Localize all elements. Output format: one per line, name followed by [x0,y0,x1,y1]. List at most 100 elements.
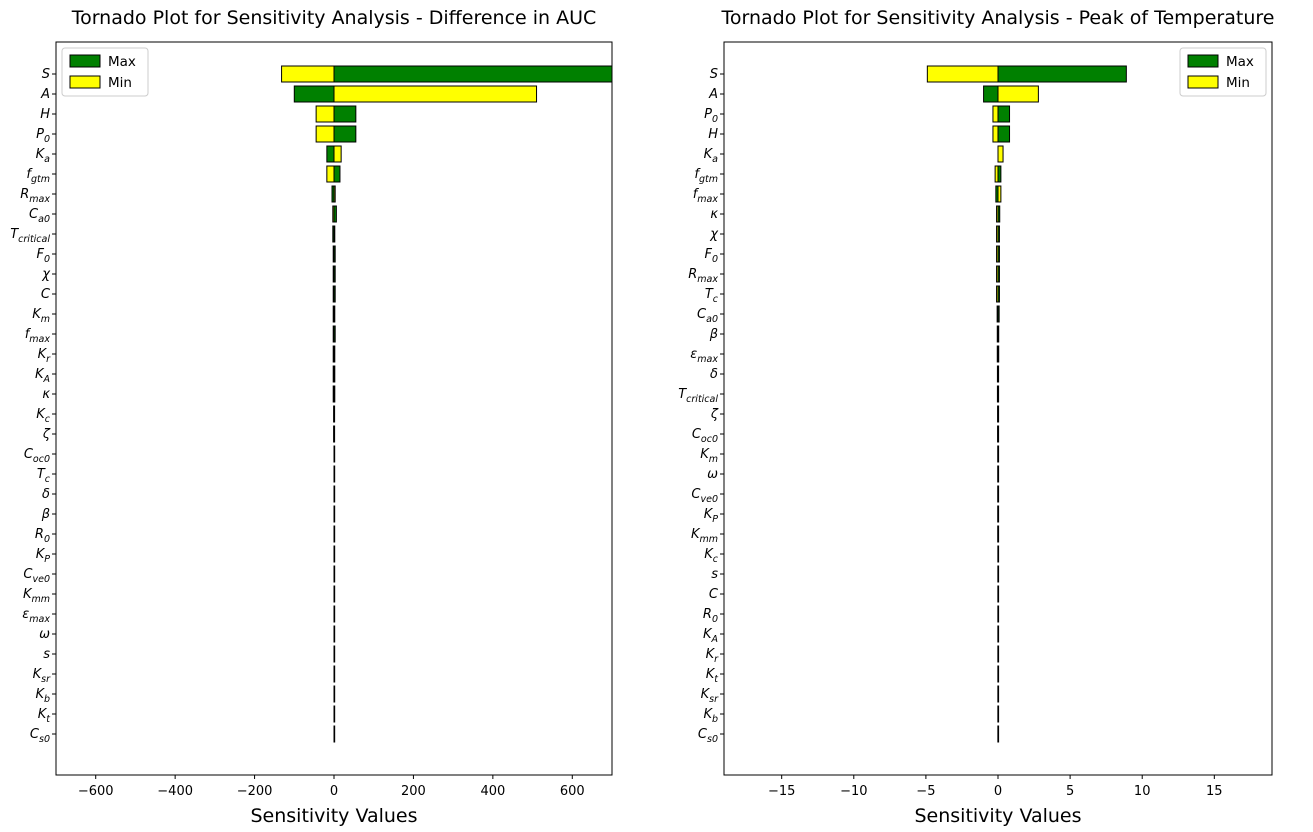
x-tick-label: −600 [78,784,114,799]
bar-min [997,405,999,423]
bar-min [996,365,999,383]
bar-min [333,445,336,463]
bar-min [994,165,999,183]
y-tick-label: Ka [36,147,51,165]
bar-min [997,585,999,603]
bar-min [996,265,999,283]
bar-min [997,645,999,663]
x-tick-label: 200 [401,784,426,799]
chart-title: Tornado Plot for Sensitivity Analysis - … [71,7,597,29]
bar-min [332,245,335,263]
bar-min [997,85,1039,103]
bar-min [333,85,538,103]
bar-min [996,225,999,243]
bar-min [997,445,999,463]
y-tick-label: Tcritical [10,227,50,245]
x-tick-label: −10 [840,784,867,799]
bar-max [997,65,1127,83]
y-tick-label: δ [710,367,718,382]
y-tick-label: Ksr [701,687,719,705]
bar-min [333,185,336,203]
y-tick-label: fgtm [694,167,718,185]
bar-min [997,505,999,523]
bar-min [315,125,335,143]
x-tick-label: 5 [1066,784,1074,799]
bar-min [333,645,336,663]
y-tick-label: β [709,327,718,342]
bar-min [333,665,336,683]
bar-min [997,565,999,583]
y-tick-label: Kmm [691,527,718,545]
bar-min [992,125,999,143]
chart-panel-peak-temperature: Tornado Plot for Sensitivity Analysis - … [678,7,1274,827]
bar-min [333,525,336,543]
y-tick-label: KP [36,547,51,565]
bar-min [992,105,999,123]
bar-min [996,345,999,363]
legend: Max Min [61,47,149,97]
y-tick-label: χ [709,227,719,242]
bar-min [333,685,336,703]
y-tick-label: Kr [38,347,52,365]
plot-frame [55,41,613,776]
y-tick-label: Tc [705,287,719,305]
bar-min [333,305,336,323]
bar-min [332,205,335,223]
y-tick-label: Cve0 [23,567,50,585]
y-tick-label: Kmm [23,587,50,605]
bar-min [333,585,336,603]
x-tick-label: 0 [994,784,1002,799]
y-tick-label: Kc [36,407,51,425]
y-tick-label: Tcritical [678,387,718,405]
bar-min [997,425,999,443]
bar-min [332,265,335,283]
bar-min [997,725,999,743]
bar-min [333,425,335,443]
x-axis-label: Sensitivity Values [250,805,417,827]
bar-min [333,565,336,583]
x-tick-label: −15 [768,784,795,799]
y-tick-label: χ [41,267,51,282]
x-tick-label: −5 [916,784,935,799]
bar-min [333,505,336,523]
bar-min [332,285,335,303]
bar-min [997,625,999,643]
legend-label: Min [1226,75,1250,91]
y-tick-label: C [709,587,719,602]
bar-min [997,185,1002,203]
bar-max [293,85,335,103]
legend: Max Min [1179,47,1267,97]
y-tick-label: Kb [703,707,718,725]
y-tick-label: εmax [690,347,718,365]
bar-min [333,705,336,723]
y-tick-label: εmax [22,607,50,625]
legend-label: Max [1226,54,1254,70]
bar-max [997,125,1011,143]
y-tick-label: fmax [25,327,51,345]
bar-max [333,105,357,123]
bar-min [333,725,336,743]
y-tick-label: Rmax [688,267,718,285]
x-axis-label: Sensitivity Values [914,805,1081,827]
y-tick-label: ζ [42,427,51,442]
legend-swatch [69,75,101,89]
x-tick-label: 400 [480,784,505,799]
y-tick-label: Km [700,447,718,465]
x-tick-label: 10 [1134,784,1151,799]
y-tick-label: R0 [703,607,718,625]
y-tick-label: s [711,567,718,582]
legend-label: Min [108,75,132,91]
bar-min [997,145,1004,163]
bar-min [333,605,336,623]
y-tick-label: ζ [710,407,719,422]
plot-frame [723,41,1273,776]
y-tick-label: Kt [706,667,720,685]
bar-max [333,125,357,143]
bar-min [333,145,342,163]
legend-swatch [1187,75,1219,89]
bar-min [333,365,336,383]
y-tick-label: Km [32,307,50,325]
bar-min [926,65,999,83]
y-tick-label: Cve0 [691,487,718,505]
bar-min [997,605,999,623]
